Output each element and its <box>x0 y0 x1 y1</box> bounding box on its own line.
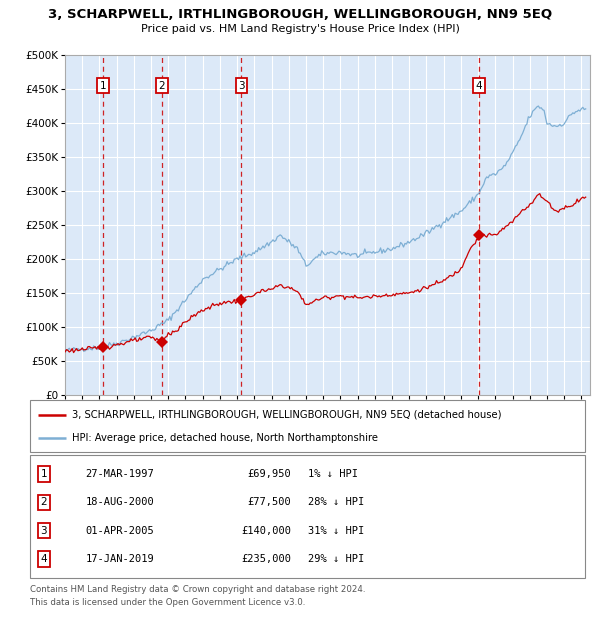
Text: 4: 4 <box>41 554 47 564</box>
Text: This data is licensed under the Open Government Licence v3.0.: This data is licensed under the Open Gov… <box>30 598 305 607</box>
Text: 1: 1 <box>100 81 107 91</box>
Text: £235,000: £235,000 <box>241 554 291 564</box>
Text: 1% ↓ HPI: 1% ↓ HPI <box>308 469 358 479</box>
Text: £77,500: £77,500 <box>247 497 291 507</box>
Text: 01-APR-2005: 01-APR-2005 <box>86 526 154 536</box>
Text: 28% ↓ HPI: 28% ↓ HPI <box>308 497 364 507</box>
Text: £140,000: £140,000 <box>241 526 291 536</box>
Text: 2: 2 <box>158 81 165 91</box>
Text: 3, SCHARPWELL, IRTHLINGBOROUGH, WELLINGBOROUGH, NN9 5EQ (detached house): 3, SCHARPWELL, IRTHLINGBOROUGH, WELLINGB… <box>71 410 501 420</box>
Text: Contains HM Land Registry data © Crown copyright and database right 2024.: Contains HM Land Registry data © Crown c… <box>30 585 365 594</box>
Text: 1: 1 <box>41 469 47 479</box>
Text: 3: 3 <box>238 81 245 91</box>
Text: 27-MAR-1997: 27-MAR-1997 <box>86 469 154 479</box>
Text: HPI: Average price, detached house, North Northamptonshire: HPI: Average price, detached house, Nort… <box>71 433 377 443</box>
Text: £69,950: £69,950 <box>247 469 291 479</box>
Text: Price paid vs. HM Land Registry's House Price Index (HPI): Price paid vs. HM Land Registry's House … <box>140 24 460 34</box>
Text: 2: 2 <box>41 497 47 507</box>
Text: 31% ↓ HPI: 31% ↓ HPI <box>308 526 364 536</box>
Text: 3: 3 <box>41 526 47 536</box>
Text: 17-JAN-2019: 17-JAN-2019 <box>86 554 154 564</box>
Text: 3, SCHARPWELL, IRTHLINGBOROUGH, WELLINGBOROUGH, NN9 5EQ: 3, SCHARPWELL, IRTHLINGBOROUGH, WELLINGB… <box>48 8 552 21</box>
Text: 18-AUG-2000: 18-AUG-2000 <box>86 497 154 507</box>
Text: 4: 4 <box>476 81 482 91</box>
Text: 29% ↓ HPI: 29% ↓ HPI <box>308 554 364 564</box>
